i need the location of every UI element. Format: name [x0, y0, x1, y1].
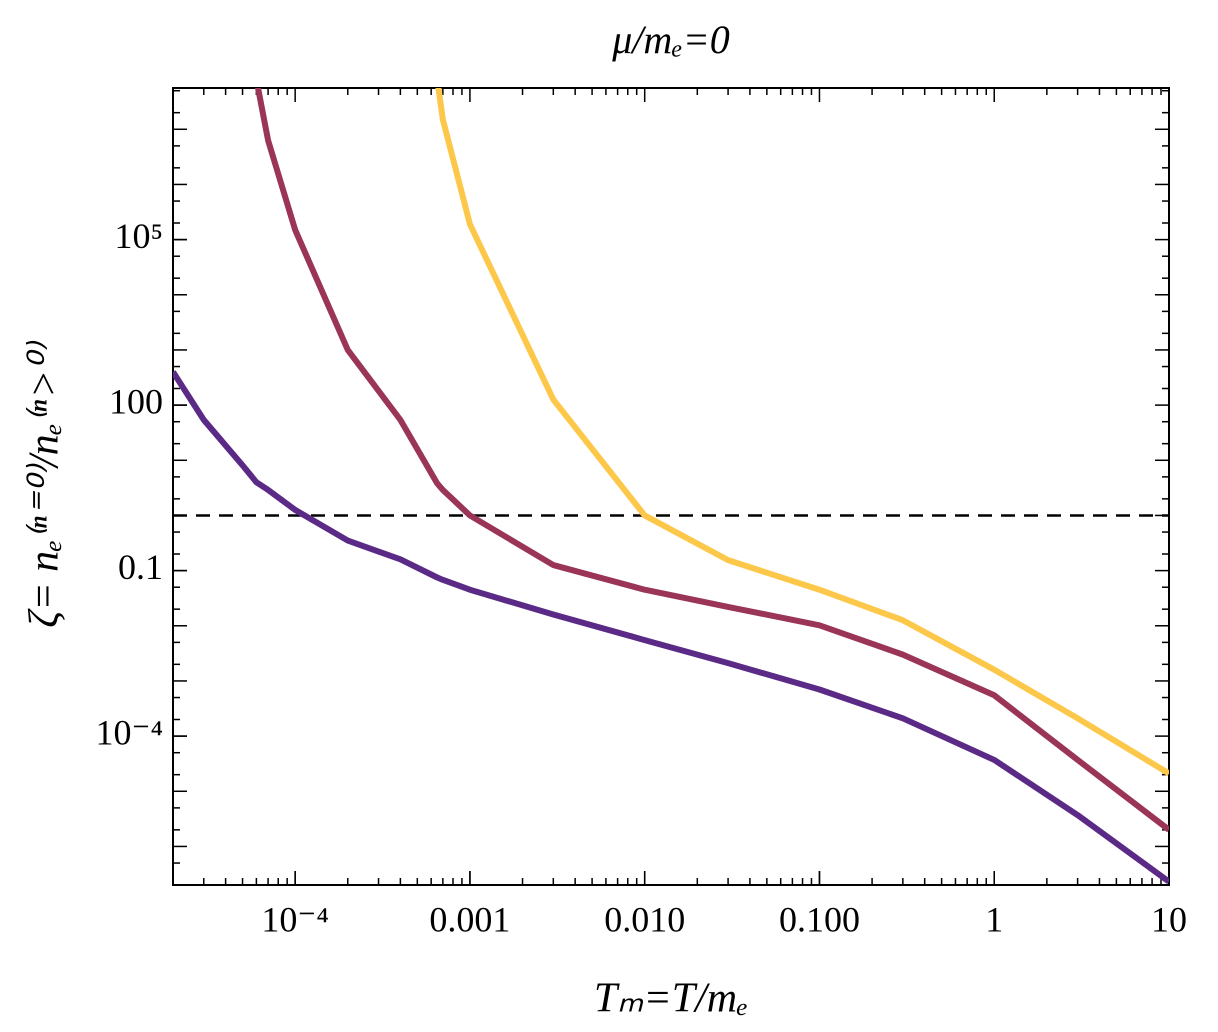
chart-title: μ/mₑ=0 — [611, 17, 730, 62]
series-line — [435, 88, 1169, 777]
y-tick-label: 10⁻⁴ — [95, 712, 163, 752]
x-axis-label: Tₘ=T/mₑ — [594, 976, 748, 1022]
x-tick-label: 0.010 — [604, 899, 685, 939]
x-tick-label: 0.100 — [779, 899, 860, 939]
y-axis-label: ζ= nₑ⁽ⁿ⁼⁰⁾/nₑ⁽ⁿ˃⁰⁾ — [22, 341, 68, 628]
series-line — [254, 88, 1169, 833]
y-tick-label: 0.1 — [118, 547, 163, 587]
plot-frame — [172, 87, 1170, 886]
y-tick-label: 100 — [109, 381, 163, 421]
x-tick-label: 10 — [1151, 899, 1187, 939]
x-tick-label: 0.001 — [429, 899, 510, 939]
x-tick-label: 1 — [985, 899, 1003, 939]
x-tick-label: 10⁻⁴ — [261, 899, 329, 939]
series-line — [173, 370, 1169, 885]
y-tick-label: 10⁵ — [114, 216, 163, 256]
plot-area — [173, 88, 1169, 885]
